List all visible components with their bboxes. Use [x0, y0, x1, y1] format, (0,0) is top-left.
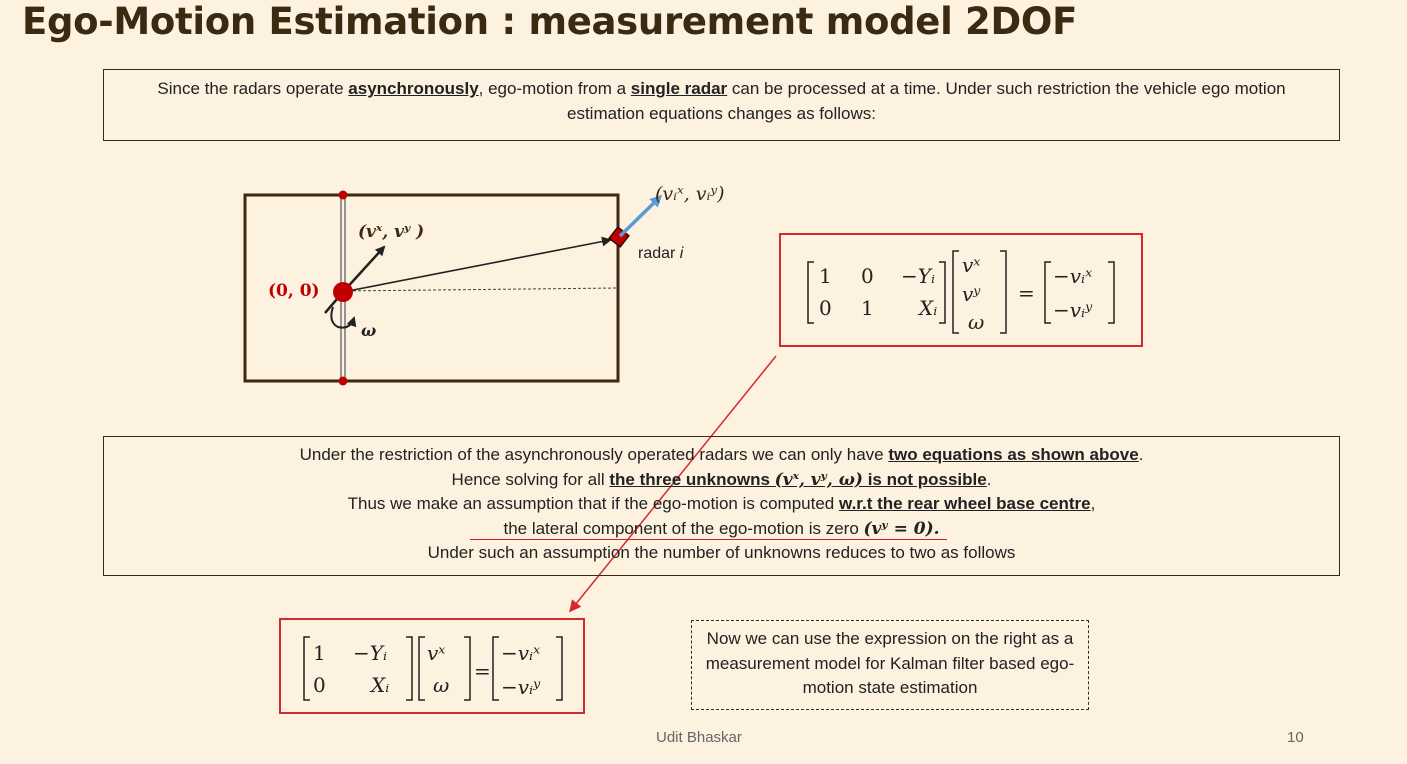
- b2: −vᵢʸ: [501, 675, 541, 699]
- A21: 0: [313, 673, 326, 697]
- omega-rotation-arrow: [330, 306, 357, 329]
- x3: ω: [968, 310, 984, 334]
- x1: vˣ: [427, 641, 445, 665]
- axle-bottom-point: [338, 376, 348, 386]
- explanation-line-1: Under the restriction of the asynchronou…: [299, 445, 1144, 464]
- measurement-model-2dof: 1 −Yᵢ 0 Xᵢ vˣ ω = −vᵢˣ −vᵢʸ: [279, 618, 585, 714]
- A11: 1: [819, 264, 832, 288]
- intro-text-2: , ego-motion from a: [478, 79, 631, 98]
- ego-velocity-label: (vˣ, vʸ ): [358, 222, 424, 242]
- page-number: 10: [1287, 729, 1304, 746]
- x2: vʸ: [962, 282, 981, 306]
- omega-label: ω: [361, 321, 376, 340]
- equals: =: [474, 659, 491, 683]
- A23: Xᵢ: [917, 296, 937, 320]
- footer-author: Udit Bhaskar: [656, 729, 742, 746]
- intro-text-1: Since the radars operate: [157, 79, 349, 98]
- b1: −vᵢˣ: [501, 641, 540, 665]
- A13: −Yᵢ: [901, 264, 935, 288]
- ego-velocity-arrow: [342, 245, 386, 293]
- intro-bold-single-radar: single radar: [630, 79, 728, 98]
- explanation-line-3: Thus we make an assumption that if the e…: [347, 494, 1096, 513]
- A11: 1: [313, 641, 326, 665]
- measurement-model-3dof: 1 0 −Yᵢ 0 1 Xᵢ vˣ vʸ ω = −vᵢˣ −vᵢʸ: [779, 233, 1143, 347]
- A22: 1: [861, 296, 874, 320]
- intro-bold-asynchronously: asynchronously: [348, 79, 479, 98]
- explanation-textbox: Under the restriction of the asynchronou…: [103, 436, 1340, 576]
- A12: 0: [861, 264, 874, 288]
- intro-textbox: Since the radars operate asynchronously,…: [103, 69, 1340, 141]
- equals: =: [1018, 281, 1035, 305]
- A22: Xᵢ: [369, 673, 389, 697]
- highlight-underline: [470, 539, 947, 540]
- baseline-dotted: [342, 287, 619, 292]
- radar-velocity-label: (vᵢˣ, vᵢʸ): [655, 183, 725, 205]
- explanation-line-4: the lateral component of the ego-motion …: [503, 518, 940, 539]
- radar-position-vector: [342, 236, 612, 293]
- A12: −Yᵢ: [353, 641, 387, 665]
- intro-text-3: can be processed at a time. Under such r…: [566, 79, 1286, 123]
- x2: ω: [433, 673, 449, 697]
- connector-arrow-to-2dof: [569, 355, 777, 613]
- origin-point: [333, 282, 353, 302]
- slide-title: Ego-Motion Estimation : measurement mode…: [22, 0, 1078, 43]
- b2: −vᵢʸ: [1053, 298, 1093, 322]
- x1: vˣ: [962, 253, 980, 277]
- explanation-line-5: Under such an assumption the number of u…: [427, 543, 1016, 562]
- note-textbox: Now we can use the expression on the rig…: [691, 620, 1089, 710]
- explanation-line-2: Hence solving for all the three unknowns…: [451, 469, 992, 490]
- radar-label: radar i: [638, 245, 684, 262]
- axle-top-point: [338, 190, 348, 200]
- A21: 0: [819, 296, 832, 320]
- radar-velocity-arrow: [618, 194, 663, 238]
- b1: −vᵢˣ: [1053, 264, 1092, 288]
- origin-label: (0, 0): [268, 281, 320, 301]
